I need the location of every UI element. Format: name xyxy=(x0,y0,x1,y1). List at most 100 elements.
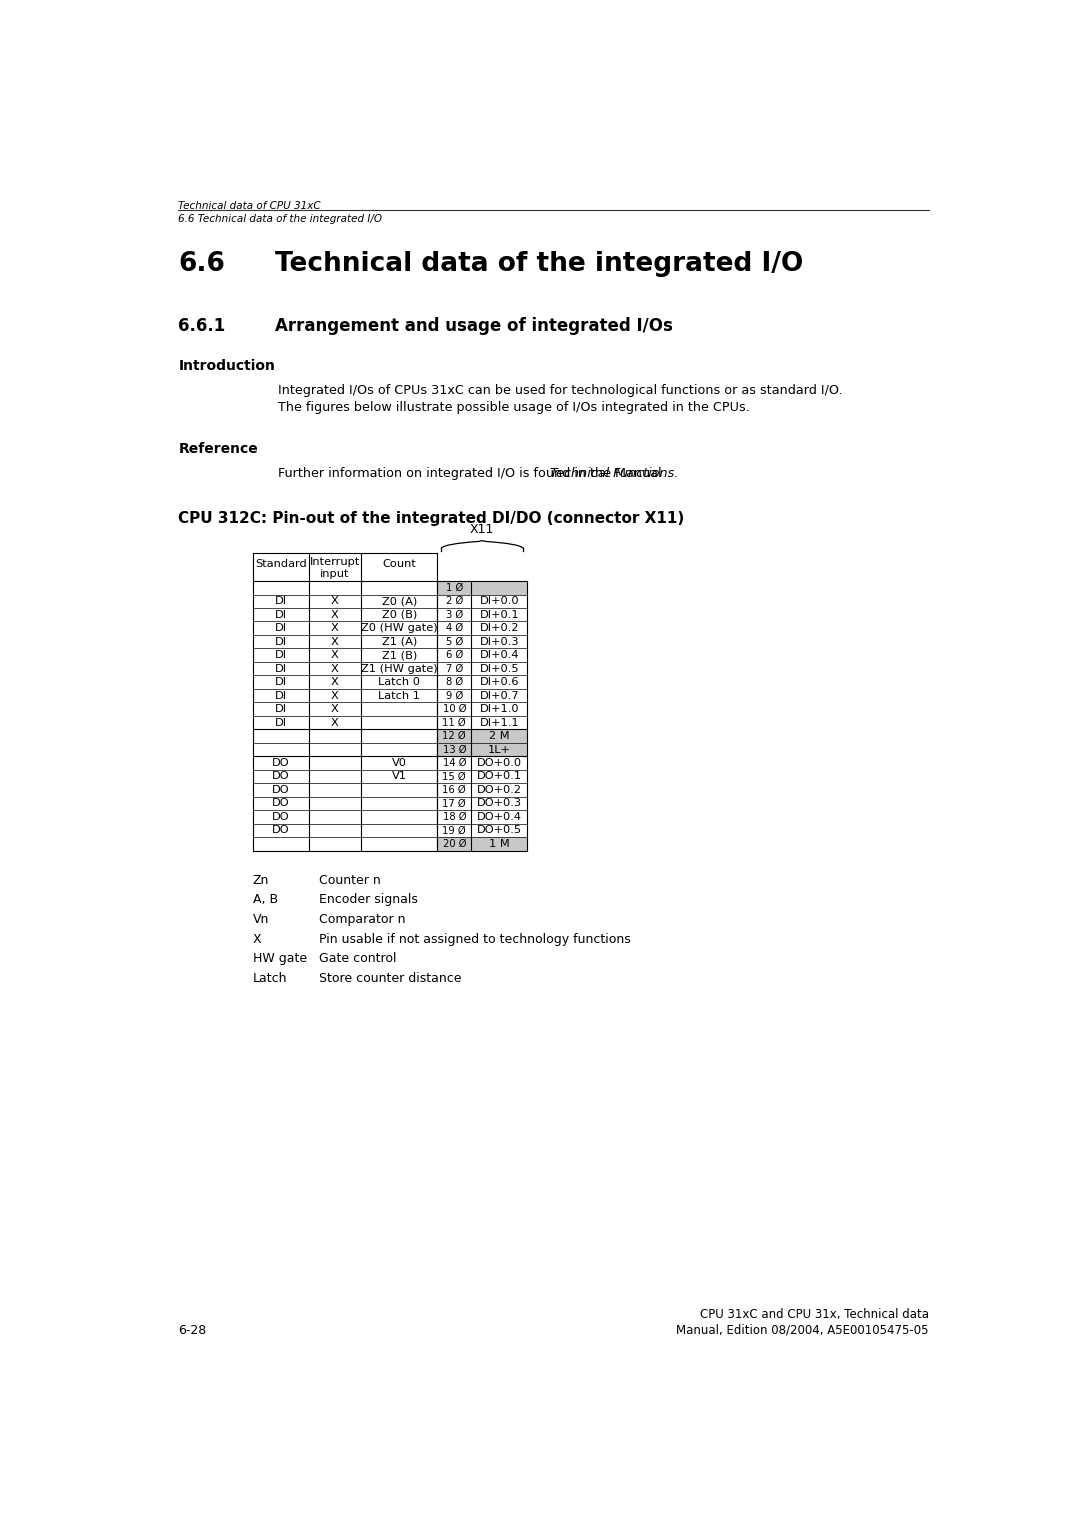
Text: DI+0.7: DI+0.7 xyxy=(480,691,519,701)
Text: X: X xyxy=(332,677,339,688)
Text: DI+0.1: DI+0.1 xyxy=(480,610,519,620)
Text: X: X xyxy=(332,704,339,714)
Text: 19 Ø: 19 Ø xyxy=(443,825,467,836)
Text: DI: DI xyxy=(274,637,287,646)
Text: DI: DI xyxy=(274,651,287,660)
Text: Standard: Standard xyxy=(255,559,307,568)
Text: X: X xyxy=(332,718,339,727)
Text: Technical data of the integrated I/O: Technical data of the integrated I/O xyxy=(275,251,804,277)
Text: Vn: Vn xyxy=(253,912,269,926)
Text: X: X xyxy=(253,932,261,946)
Text: 17 Ø: 17 Ø xyxy=(443,799,467,808)
Text: X11: X11 xyxy=(470,523,495,536)
Text: DI+1.1: DI+1.1 xyxy=(480,718,519,727)
Text: Integrated I/Os of CPUs 31xC can be used for technological functions or as stand: Integrated I/Os of CPUs 31xC can be used… xyxy=(279,384,843,397)
Text: Z1 (B): Z1 (B) xyxy=(381,651,417,660)
Text: Z0 (B): Z0 (B) xyxy=(381,610,417,620)
Text: DI: DI xyxy=(274,610,287,620)
Text: 11 Ø: 11 Ø xyxy=(443,718,467,727)
Text: 4 Ø: 4 Ø xyxy=(446,623,463,633)
Text: Encoder signals: Encoder signals xyxy=(319,894,418,906)
Text: 6.6.1: 6.6.1 xyxy=(178,316,226,335)
Text: 2 M: 2 M xyxy=(489,730,510,741)
Text: X: X xyxy=(332,596,339,607)
Text: Gate control: Gate control xyxy=(319,952,396,966)
Text: 14 Ø: 14 Ø xyxy=(443,758,467,769)
Text: DO: DO xyxy=(272,785,289,795)
Text: 6 Ø: 6 Ø xyxy=(446,651,463,660)
Text: Count: Count xyxy=(382,559,416,568)
Text: DI: DI xyxy=(274,718,287,727)
Text: 6-28: 6-28 xyxy=(178,1323,206,1337)
Text: Store counter distance: Store counter distance xyxy=(319,972,461,986)
Text: 12 Ø: 12 Ø xyxy=(443,730,467,741)
Text: Technical Functions.: Technical Functions. xyxy=(550,466,678,480)
Text: Introduction: Introduction xyxy=(178,359,275,373)
Text: X: X xyxy=(332,651,339,660)
Text: 9 Ø: 9 Ø xyxy=(446,691,463,701)
Bar xyxy=(437,743,527,756)
Text: Further information on integrated I/O is found in the Manual: Further information on integrated I/O is… xyxy=(279,466,666,480)
Text: 2 Ø: 2 Ø xyxy=(446,596,463,607)
Bar xyxy=(437,837,527,851)
Text: 5 Ø: 5 Ø xyxy=(446,637,463,646)
Text: 15 Ø: 15 Ø xyxy=(443,772,467,781)
Text: Z0 (HW gate): Z0 (HW gate) xyxy=(361,623,437,633)
Text: 8 Ø: 8 Ø xyxy=(446,677,463,688)
Text: 18 Ø: 18 Ø xyxy=(443,811,467,822)
Text: DO: DO xyxy=(272,758,289,769)
Text: Latch 0: Latch 0 xyxy=(378,677,420,688)
Bar xyxy=(437,729,527,743)
Text: Pin usable if not assigned to technology functions: Pin usable if not assigned to technology… xyxy=(319,932,631,946)
Text: X: X xyxy=(332,623,339,633)
Text: 3 Ø: 3 Ø xyxy=(446,610,463,620)
Text: DO+0.5: DO+0.5 xyxy=(476,825,522,836)
Text: CPU 31xC and CPU 31x, Technical data: CPU 31xC and CPU 31x, Technical data xyxy=(700,1308,929,1322)
Text: CPU 312C: Pin-out of the integrated DI/DO (connector X11): CPU 312C: Pin-out of the integrated DI/D… xyxy=(178,512,685,526)
Text: Counter n: Counter n xyxy=(319,874,380,886)
Text: 7 Ø: 7 Ø xyxy=(446,663,463,674)
Text: V0: V0 xyxy=(392,758,407,769)
Text: DI+0.3: DI+0.3 xyxy=(480,637,519,646)
Text: Z1 (HW gate): Z1 (HW gate) xyxy=(361,663,437,674)
Text: 1 Ø: 1 Ø xyxy=(446,582,463,593)
Text: X: X xyxy=(332,637,339,646)
Text: X: X xyxy=(332,663,339,674)
Text: DO+0.4: DO+0.4 xyxy=(476,811,522,822)
Text: Latch: Latch xyxy=(253,972,287,986)
Text: DI+0.4: DI+0.4 xyxy=(480,651,519,660)
Text: DI+0.5: DI+0.5 xyxy=(480,663,519,674)
Text: Comparator n: Comparator n xyxy=(319,912,405,926)
Text: V1: V1 xyxy=(392,772,407,781)
Text: DI: DI xyxy=(274,677,287,688)
Text: DI: DI xyxy=(274,663,287,674)
Text: DO+0.3: DO+0.3 xyxy=(476,799,522,808)
Text: 1L+: 1L+ xyxy=(488,744,511,755)
Text: Interrupt
input: Interrupt input xyxy=(310,556,360,579)
Text: 16 Ø: 16 Ø xyxy=(443,785,467,795)
Text: DO: DO xyxy=(272,825,289,836)
Text: DO+0.2: DO+0.2 xyxy=(476,785,522,795)
Text: X: X xyxy=(332,610,339,620)
Text: DI: DI xyxy=(274,623,287,633)
Text: DO: DO xyxy=(272,772,289,781)
Text: HW gate: HW gate xyxy=(253,952,307,966)
Text: Z0 (A): Z0 (A) xyxy=(381,596,417,607)
Text: 13 Ø: 13 Ø xyxy=(443,744,467,755)
Text: X: X xyxy=(332,691,339,701)
Text: Manual, Edition 08/2004, A5E00105475-05: Manual, Edition 08/2004, A5E00105475-05 xyxy=(676,1323,929,1337)
Text: DO: DO xyxy=(272,799,289,808)
Text: DO+0.0: DO+0.0 xyxy=(476,758,522,769)
Text: DI+0.6: DI+0.6 xyxy=(480,677,519,688)
Text: 6.6 Technical data of the integrated I/O: 6.6 Technical data of the integrated I/O xyxy=(178,214,382,225)
Text: Arrangement and usage of integrated I/Os: Arrangement and usage of integrated I/Os xyxy=(275,316,673,335)
Text: DI: DI xyxy=(274,691,287,701)
Text: DO+0.1: DO+0.1 xyxy=(476,772,522,781)
Text: Zn: Zn xyxy=(253,874,269,886)
Text: Latch 1: Latch 1 xyxy=(378,691,420,701)
Text: Z1 (A): Z1 (A) xyxy=(381,637,417,646)
Text: 6.6: 6.6 xyxy=(178,251,226,277)
Text: DI: DI xyxy=(274,704,287,714)
Text: Reference: Reference xyxy=(178,442,258,455)
Bar xyxy=(437,581,527,594)
